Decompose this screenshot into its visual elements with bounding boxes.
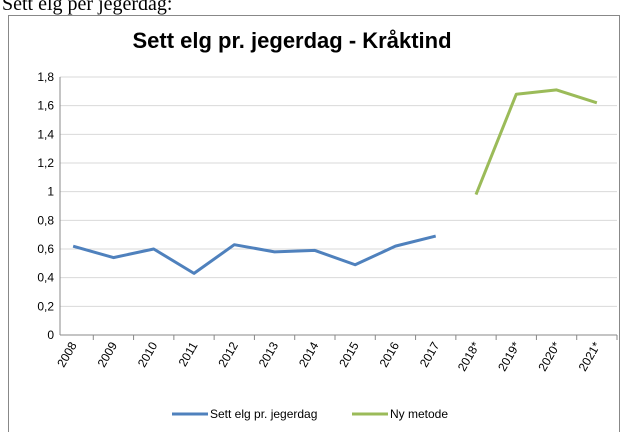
y-tick-label: 0,4 <box>37 271 54 285</box>
y-tick-label: 1,2 <box>37 156 54 170</box>
y-tick-label: 1,4 <box>37 127 54 141</box>
y-tick-label: 0,6 <box>37 242 54 256</box>
chart-title: Sett elg pr. jegerdag - Kråktind <box>132 28 451 53</box>
series-line <box>72 234 437 275</box>
y-tick-label: 0 <box>47 328 54 342</box>
legend-label: Sett elg pr. jegerdag <box>210 407 317 421</box>
caption: Sett elg per jegerdag: <box>2 0 173 15</box>
y-tick-label: 1,8 <box>37 70 54 84</box>
y-tick-label: 0,8 <box>37 213 54 227</box>
chart-border <box>8 15 620 432</box>
legend-label: Ny metode <box>390 407 448 421</box>
y-tick-label: 1 <box>47 185 54 199</box>
series-line <box>474 88 598 196</box>
y-tick-label: 0,2 <box>37 299 54 313</box>
y-tick-label: 1,6 <box>37 99 54 113</box>
